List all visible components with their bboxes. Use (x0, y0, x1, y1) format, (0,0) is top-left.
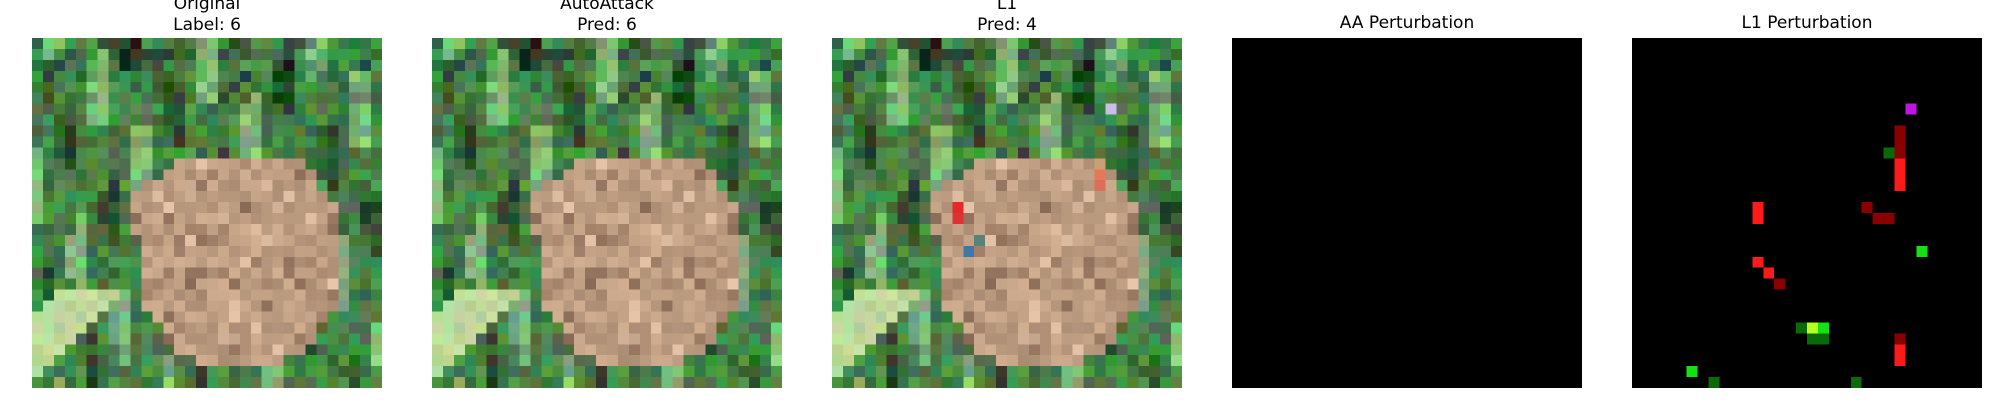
l1-adversarial-frog-image (832, 38, 1182, 388)
l1-perturbation-image (1632, 38, 1982, 388)
title-line-1: Original (173, 0, 241, 14)
panel-title: AutoAttack Pred: 6 (432, 0, 782, 36)
panel-aa-perturbation: AA Perturbation (1232, 0, 1582, 400)
panel-title: L1 Perturbation (1632, 13, 1982, 34)
panel-title: AA Perturbation (1232, 13, 1582, 34)
panel-l1: L1 Pred: 4 (832, 0, 1182, 400)
title-line-1: L1 (996, 0, 1018, 14)
title-line-2: Pred: 6 (577, 15, 637, 35)
panel-l1-perturbation: L1 Perturbation (1632, 0, 1982, 400)
title-line-1: AutoAttack (560, 0, 654, 14)
autoattack-frog-image (432, 38, 782, 388)
panel-title: Original Label: 6 (32, 0, 382, 36)
title-line-2: Label: 6 (173, 15, 241, 35)
title-line-1: AA Perturbation (1339, 13, 1475, 33)
aa-perturbation-image (1232, 38, 1582, 388)
panel-title: L1 Pred: 4 (832, 0, 1182, 36)
panel-autoattack: AutoAttack Pred: 6 (432, 0, 782, 400)
panel-original: Original Label: 6 (32, 0, 382, 400)
title-line-1: L1 Perturbation (1741, 13, 1873, 33)
title-line-2: Pred: 4 (977, 15, 1037, 35)
original-frog-image (32, 38, 382, 388)
